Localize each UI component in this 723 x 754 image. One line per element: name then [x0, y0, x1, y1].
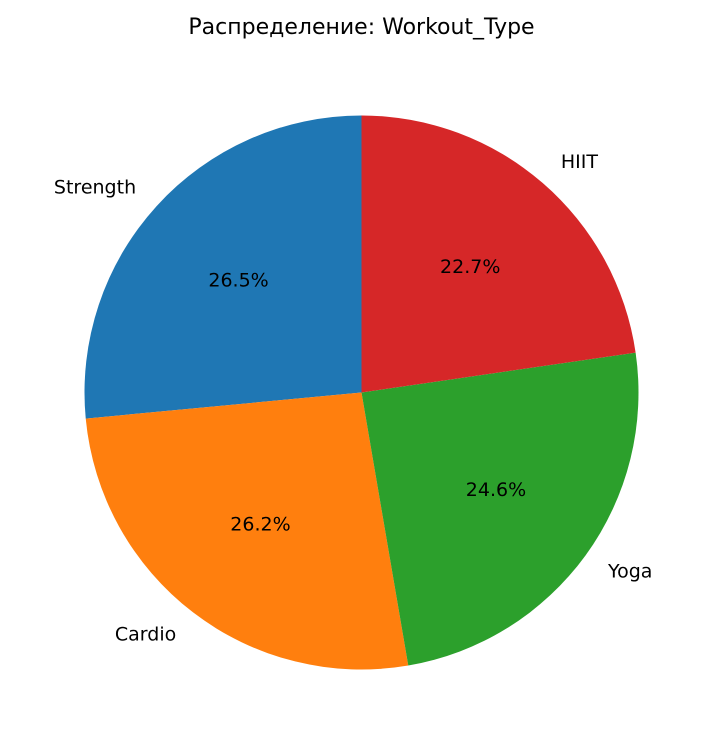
slice-label-strength: Strength	[54, 176, 136, 198]
pie-slice-hiit	[361, 115, 636, 393]
pct-label-strength: 26.5%	[208, 270, 268, 292]
slice-label-yoga: Yoga	[607, 561, 652, 583]
pie-slices	[84, 115, 639, 670]
pie-labels: Strength 26.5% Cardio 26.2% Yoga 24.6% HIIT 22.…	[54, 151, 653, 645]
pie-slice-yoga	[361, 352, 639, 666]
slice-label-hiit: HIIT	[561, 151, 598, 173]
chart-title: Распределение: Workout_Type	[188, 15, 534, 40]
pct-label-yoga: 24.6%	[466, 479, 526, 501]
pct-label-cardio: 26.2%	[230, 513, 290, 535]
pie-slice-cardio	[85, 392, 409, 670]
pct-label-hiit: 22.7%	[440, 256, 500, 278]
pie-slice-strength	[84, 115, 362, 419]
slice-label-cardio: Cardio	[115, 623, 176, 645]
